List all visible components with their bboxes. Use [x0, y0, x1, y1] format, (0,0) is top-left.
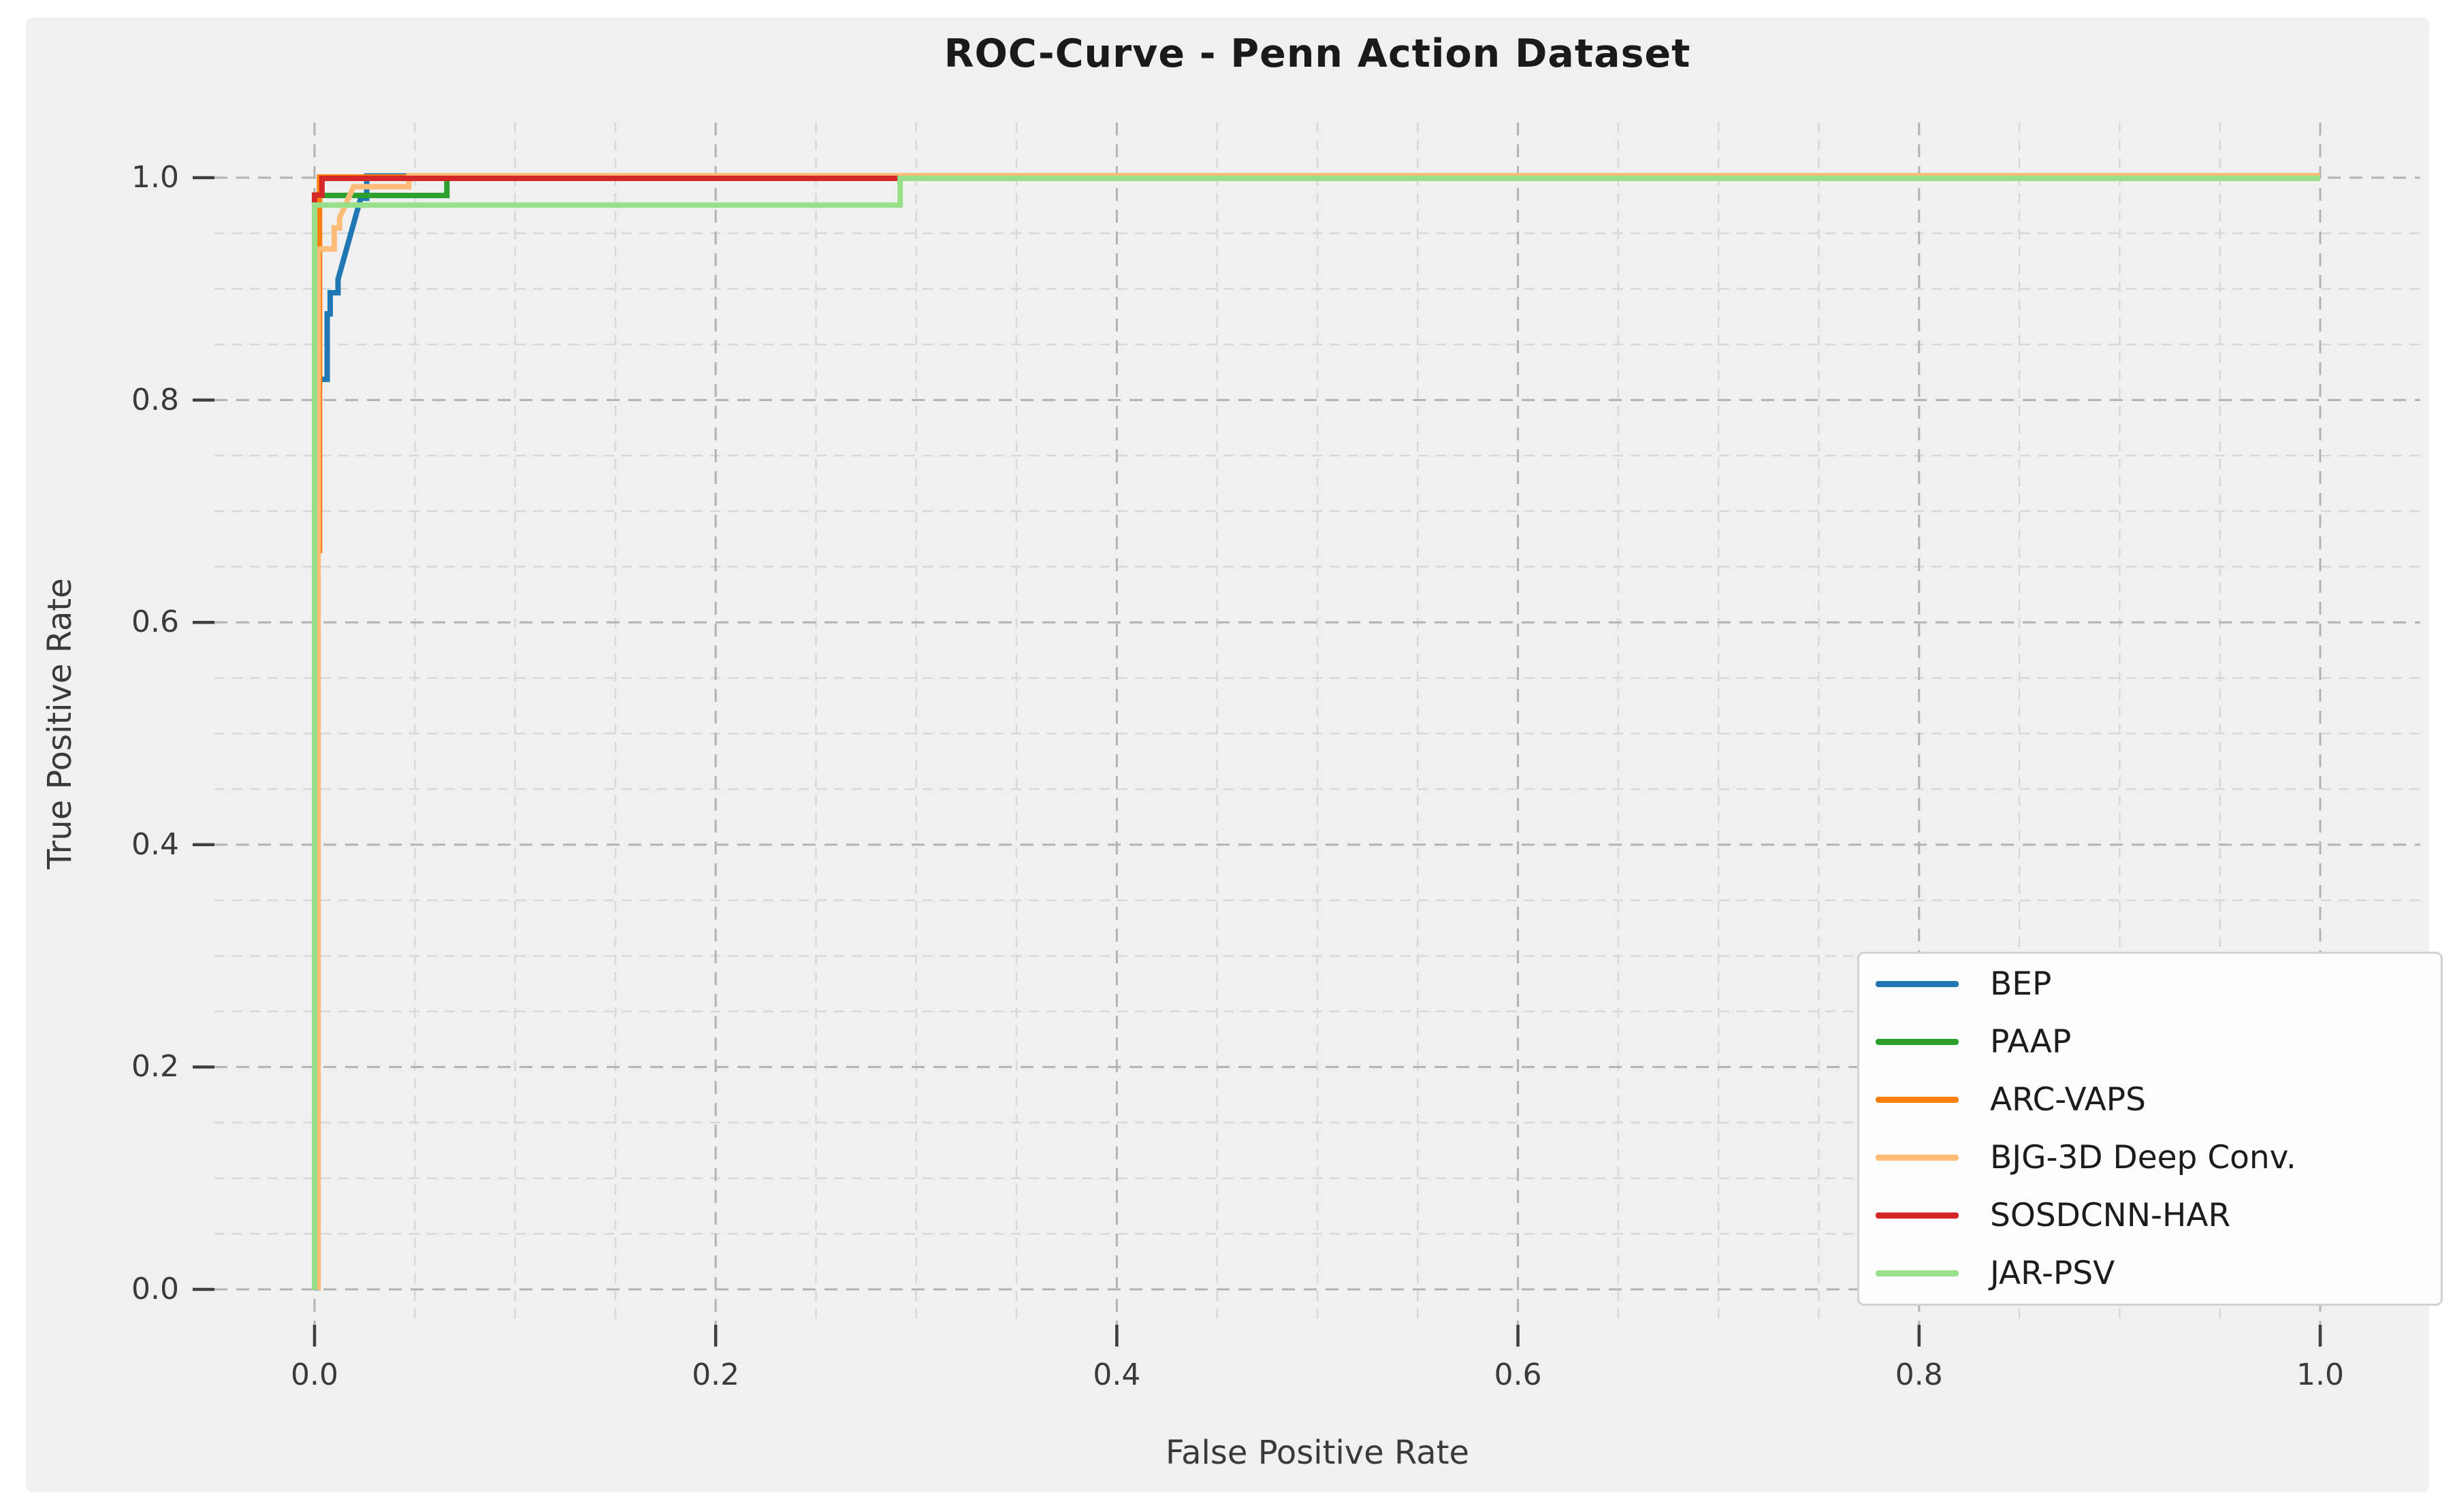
- legend-line-sample: [1876, 1039, 1959, 1045]
- legend-label: SOSDCNN-HAR: [1990, 1197, 2231, 1234]
- y-tick-label-0.8: 0.8: [131, 382, 179, 417]
- x-tick-label-1.0: 1.0: [2296, 1357, 2344, 1392]
- x-tick-label-0.6: 0.6: [1494, 1357, 1542, 1392]
- legend-item: ARC-VAPS: [1859, 1071, 2441, 1129]
- legend-label: JAR-PSV: [1990, 1255, 2115, 1292]
- legend-item: PAAP: [1859, 1013, 2441, 1071]
- legend-label: ARC-VAPS: [1990, 1081, 2146, 1119]
- legend: BEP PAAP ARC-VAPS BJG-3D Deep Conv. SOSDCNN-…: [1857, 952, 2443, 1306]
- legend-line-sample: [1876, 981, 1959, 987]
- x-tick-label-0.8: 0.8: [1895, 1357, 1943, 1392]
- y-axis-label: True Positive Rate: [41, 578, 79, 869]
- y-tick-label-0.2: 0.2: [131, 1049, 179, 1084]
- legend-item: SOSDCNN-HAR: [1859, 1187, 2441, 1244]
- legend-line-sample: [1876, 1155, 1959, 1161]
- legend-label: BJG-3D Deep Conv.: [1990, 1139, 2296, 1176]
- y-tick-label-0.0: 0.0: [131, 1272, 179, 1306]
- chart-title: ROC-Curve - Penn Action Dataset: [944, 31, 1691, 76]
- y-tick-label-0.4: 0.4: [131, 826, 179, 862]
- legend-item: BJG-3D Deep Conv.: [1859, 1129, 2441, 1187]
- x-axis-label: False Positive Rate: [1165, 1434, 1470, 1472]
- y-tick-label-0.6: 0.6: [131, 605, 179, 640]
- legend-line-sample: [1876, 1212, 1959, 1219]
- legend-label: PAAP: [1990, 1023, 2072, 1061]
- y-tick-label-1.0: 1.0: [131, 160, 179, 195]
- legend-item: BEP: [1859, 955, 2441, 1013]
- legend-line-sample: [1876, 1097, 1959, 1103]
- legend-item: JAR-PSV: [1859, 1244, 2441, 1302]
- legend-line-sample: [1876, 1270, 1959, 1276]
- x-tick-label-0.2: 0.2: [692, 1357, 740, 1392]
- x-tick-label-0.0: 0.0: [291, 1357, 338, 1392]
- legend-label: BEP: [1990, 965, 2052, 1003]
- roc-curve-bjg-3d-deep-conv: [315, 173, 2320, 1290]
- x-tick-label-0.4: 0.4: [1093, 1357, 1141, 1392]
- roc-curve-jar-psv: [312, 176, 2320, 1290]
